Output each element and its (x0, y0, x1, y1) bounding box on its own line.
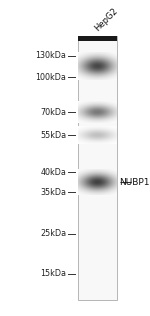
Text: 40kDa: 40kDa (40, 168, 66, 177)
Text: HepG2: HepG2 (92, 6, 119, 33)
Bar (78, 36, 117, 41)
Text: NUBP1: NUBP1 (119, 178, 149, 187)
Text: 130kDa: 130kDa (35, 51, 66, 60)
Text: 15kDa: 15kDa (40, 269, 66, 278)
Text: 100kDa: 100kDa (35, 73, 66, 82)
Bar (78, 36, 117, 300)
Text: 70kDa: 70kDa (40, 108, 66, 117)
Text: 35kDa: 35kDa (40, 188, 66, 197)
Text: 55kDa: 55kDa (40, 131, 66, 140)
Text: 25kDa: 25kDa (40, 229, 66, 238)
